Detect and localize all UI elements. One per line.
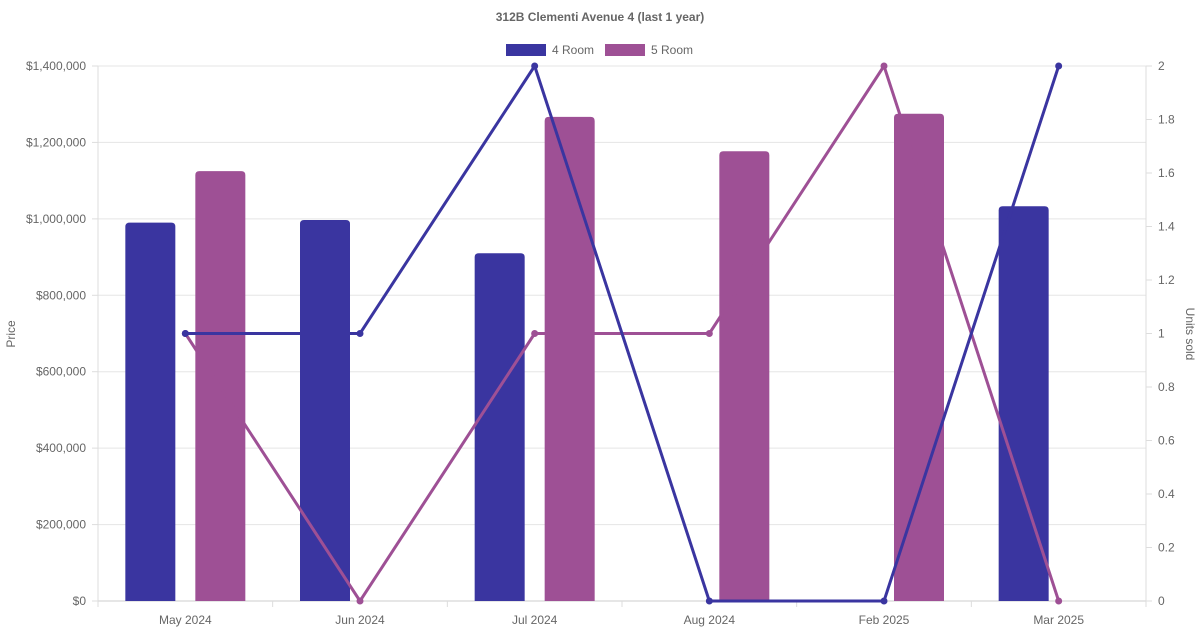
y-tick-label: $400,000 [36,441,86,455]
y-axis-left: $0 $200,000 $400,000 $600,000 $800,000 $1,000… [26,59,99,608]
y-tick-label: $1,000,000 [26,212,86,226]
bar-5-room[interactable] [719,151,770,602]
y-tick-label: $1,200,000 [26,135,86,149]
x-tick-label: May 2024 [159,613,212,627]
y2-tick-label: 1.2 [1158,273,1175,287]
y-tick-label: $0 [73,594,87,608]
bar-4-room[interactable] [474,253,525,601]
x-tick-label: Aug 2024 [684,613,736,627]
y2-tick-label: 0.6 [1158,434,1175,448]
x-tick-label: Mar 2025 [1033,613,1084,627]
legend-label-5-room: 5 Room [651,43,693,57]
point-5-room[interactable] [1055,597,1063,605]
y-tick-label: $800,000 [36,288,86,302]
y2-tick-label: 2 [1158,59,1165,73]
legend-item-4-room[interactable]: 4 Room [506,43,594,57]
line-4-room-units [185,64,1061,603]
y-tick-label: $1,400,000 [26,59,86,73]
chart-title: 312B Clementi Avenue 4 (last 1 year) [496,10,705,24]
y2-tick-label: 1.4 [1158,220,1175,234]
y-axis-right: 0 0.2 0.4 0.6 0.8 1 1.2 1.4 1.6 1.8 2 [1145,59,1175,608]
legend-label-4-room: 4 Room [552,43,594,57]
y2-axis-title: Units sold [1183,308,1197,361]
y2-tick-label: 0 [1158,594,1165,608]
point-4-room[interactable] [880,597,888,605]
bar-4-room[interactable] [300,220,350,601]
legend-item-5-room[interactable]: 5 Room [605,43,693,57]
point-4-room[interactable] [356,330,364,337]
point-4-room[interactable] [531,62,539,70]
y2-tick-label: 1 [1158,327,1165,341]
y2-tick-label: 1.8 [1158,113,1175,127]
bars [125,113,1049,602]
x-tick-label: Jun 2024 [335,613,385,627]
x-axis: May 2024 Jun 2024 Jul 2024 Aug 2024 Feb 2025… [97,601,1147,627]
legend-swatch-4-room [506,44,546,56]
bar-4-room[interactable] [125,222,176,601]
y2-tick-label: 0.4 [1158,487,1175,501]
point-5-room[interactable] [880,62,888,70]
y2-tick-label: 1.6 [1158,166,1175,180]
legend-swatch-5-room [605,44,645,56]
legend: 4 Room 5 Room [506,43,693,57]
bar-5-room[interactable] [894,113,944,602]
bar-5-room[interactable] [544,116,595,601]
y-tick-label: $200,000 [36,518,86,532]
x-tick-label: Feb 2025 [859,613,910,627]
y2-tick-label: 0.2 [1158,541,1175,555]
point-4-room[interactable] [1055,62,1063,70]
point-5-room[interactable] [705,330,713,337]
lines [181,62,1063,605]
point-4-room[interactable] [181,330,189,337]
point-4-room[interactable] [705,597,713,605]
point-5-room[interactable] [356,597,364,605]
x-tick-label: Jul 2024 [512,613,558,627]
y-tick-label: $600,000 [36,365,86,379]
point-5-room[interactable] [531,330,539,337]
y2-tick-label: 0.8 [1158,380,1175,394]
bar-4-room[interactable] [998,206,1049,601]
grid-lines [98,65,1146,602]
y-axis-title: Price [4,320,18,348]
